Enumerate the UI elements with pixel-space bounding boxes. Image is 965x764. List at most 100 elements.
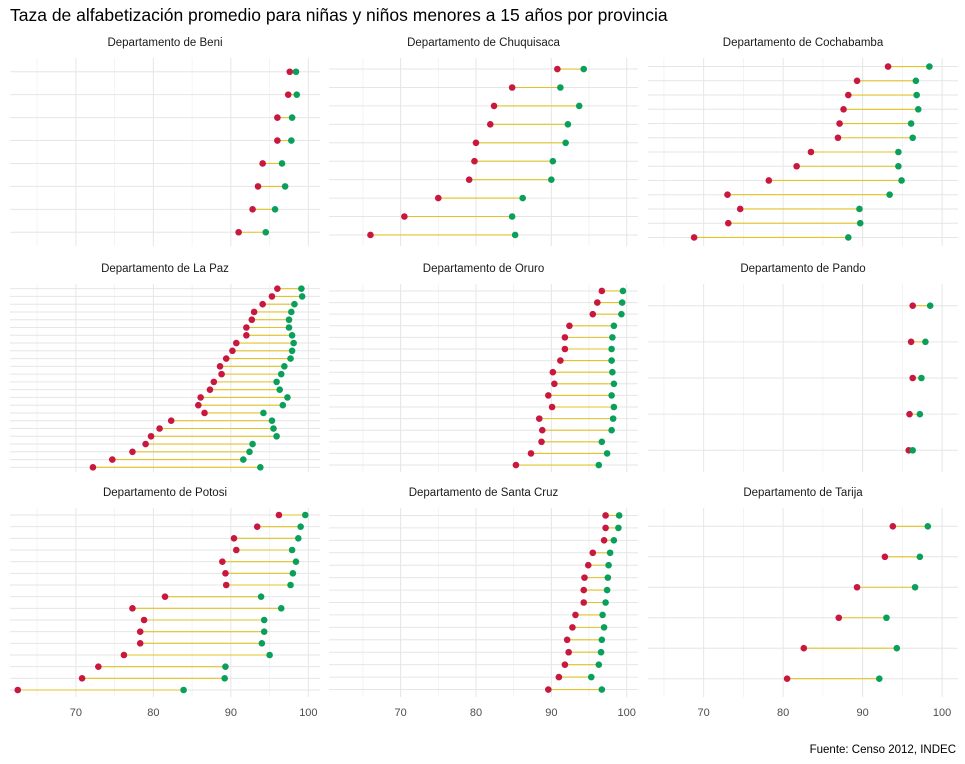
point-girls — [109, 456, 116, 463]
point-boys — [856, 205, 863, 213]
point-boys — [618, 299, 626, 306]
point-girls — [783, 675, 791, 683]
point-boys — [895, 162, 902, 170]
point-girls — [136, 628, 144, 635]
point-girls — [243, 331, 250, 339]
point-girls — [268, 293, 276, 300]
point-girls — [434, 194, 442, 202]
x-tick-label: 80 — [147, 707, 159, 719]
point-boys — [619, 287, 627, 295]
point-girls — [95, 663, 102, 670]
point-girls — [254, 183, 262, 190]
x-tick-label: 70 — [698, 707, 710, 719]
point-boys — [273, 378, 280, 386]
point-boys — [587, 673, 595, 681]
point-boys — [287, 355, 294, 362]
point-girls — [906, 410, 913, 418]
point-girls — [89, 464, 97, 471]
point-boys — [912, 77, 920, 85]
point-boys — [277, 370, 285, 378]
point-girls — [538, 426, 546, 434]
point-girls — [555, 673, 563, 681]
point-girls — [248, 316, 256, 324]
x-tick-label: 90 — [225, 707, 237, 719]
point-boys — [893, 644, 901, 652]
point-girls — [486, 121, 494, 128]
point-boys — [603, 586, 611, 594]
point-boys — [290, 339, 297, 347]
point-girls — [724, 219, 732, 227]
point-girls — [401, 213, 408, 220]
point-boys — [285, 324, 293, 331]
point-boys — [289, 570, 297, 577]
point-boys — [288, 114, 296, 121]
point-boys — [549, 157, 557, 165]
point-boys — [260, 628, 268, 635]
point-girls — [142, 440, 149, 448]
point-boys — [287, 581, 294, 589]
point-girls — [274, 285, 281, 292]
point-girls — [554, 65, 561, 73]
point-boys — [291, 300, 298, 308]
point-girls — [551, 380, 558, 388]
panel-title-pando: Departamento de Pando — [740, 263, 865, 275]
point-girls — [563, 636, 571, 644]
point-boys — [597, 648, 605, 656]
point-girls — [465, 176, 473, 183]
x-tick-label: 80 — [777, 707, 789, 719]
point-girls — [853, 583, 861, 591]
point-girls — [259, 160, 266, 167]
point-boys — [926, 302, 934, 309]
point-girls — [129, 605, 136, 612]
point-girls — [156, 425, 163, 432]
point-girls — [909, 302, 916, 309]
point-girls — [545, 392, 552, 399]
point-boys — [605, 561, 612, 569]
point-girls — [557, 357, 564, 364]
point-girls — [600, 537, 608, 544]
point-boys — [519, 194, 526, 202]
point-girls — [538, 438, 545, 446]
point-girls — [569, 624, 576, 631]
point-boys — [909, 447, 916, 454]
point-girls — [800, 644, 808, 652]
point-boys — [180, 686, 187, 694]
point-girls — [508, 84, 516, 91]
point-girls — [222, 581, 230, 589]
point-boys — [270, 425, 277, 432]
point-boys — [548, 176, 555, 183]
point-girls — [548, 403, 556, 411]
point-boys — [595, 461, 603, 469]
point-boys — [298, 285, 305, 292]
point-girls — [233, 546, 240, 554]
point-girls — [840, 105, 847, 113]
point-boys — [277, 605, 285, 612]
point-boys — [602, 599, 609, 606]
point-boys — [609, 334, 616, 341]
point-girls — [512, 461, 520, 469]
panel-title-beni: Departamento de Beni — [107, 37, 222, 49]
point-girls — [210, 378, 218, 386]
point-girls — [549, 368, 557, 376]
point-girls — [884, 63, 892, 70]
point-boys — [580, 65, 588, 73]
panel-title-chuquisaca: Departamento de Chuquisaca — [407, 37, 560, 49]
point-boys — [608, 345, 615, 353]
point-boys — [288, 137, 295, 144]
point-boys — [898, 177, 905, 184]
point-girls — [736, 205, 744, 213]
point-girls — [561, 334, 569, 341]
point-girls — [834, 134, 842, 142]
x-tick-label: 100 — [933, 707, 951, 719]
point-girls — [216, 363, 224, 370]
point-boys — [511, 231, 519, 239]
point-girls — [853, 77, 861, 85]
point-boys — [600, 624, 608, 631]
point-girls — [136, 640, 144, 647]
point-boys — [273, 432, 280, 440]
point-boys — [876, 675, 883, 683]
point-boys — [295, 535, 302, 542]
point-girls — [78, 675, 86, 682]
point-boys — [239, 456, 247, 463]
point-girls — [602, 524, 609, 532]
